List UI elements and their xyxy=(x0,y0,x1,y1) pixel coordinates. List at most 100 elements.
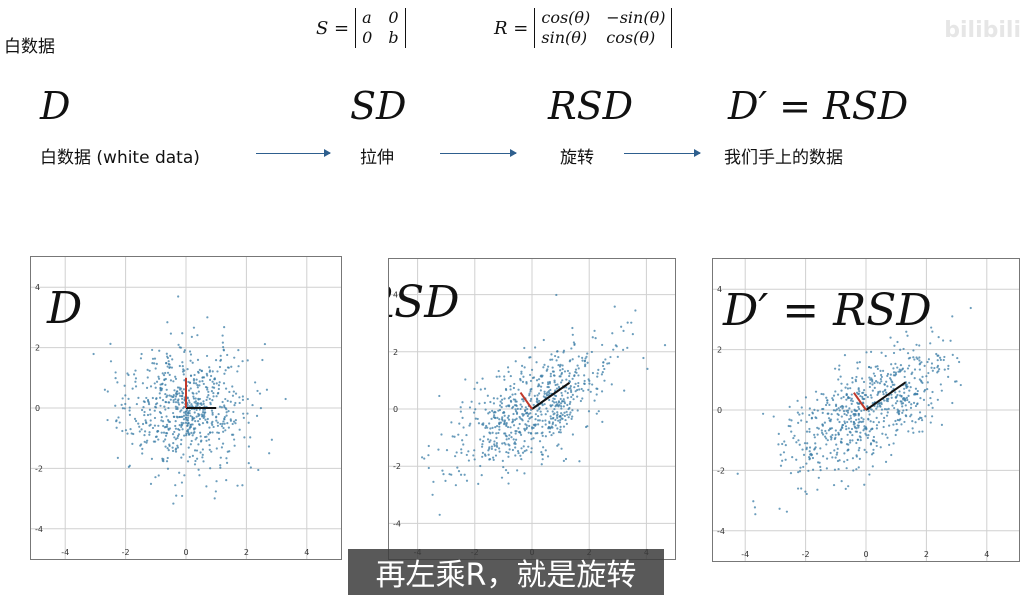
scatter-point xyxy=(539,389,542,392)
scatter-point xyxy=(879,446,882,449)
scatter-point xyxy=(177,428,180,431)
arrow-icon xyxy=(440,149,517,157)
scatter-point xyxy=(523,440,526,443)
scatter-point xyxy=(473,449,476,452)
scatter-point xyxy=(217,384,221,387)
scatter-point xyxy=(232,420,236,423)
scatter-point xyxy=(167,428,170,431)
scatter-point xyxy=(188,433,191,436)
scatter-point xyxy=(590,350,593,354)
scatter-point xyxy=(511,421,514,424)
scatter-point xyxy=(849,414,852,417)
scatter-point xyxy=(479,438,482,441)
scatter-point xyxy=(936,359,939,362)
scatter-point xyxy=(131,442,134,445)
scatter-point xyxy=(866,405,869,408)
scatter-point xyxy=(511,418,514,421)
scatter-point xyxy=(530,397,533,401)
scatter-point xyxy=(221,442,225,445)
scatter-point xyxy=(509,385,512,388)
scatter-point xyxy=(154,406,158,409)
scatter-point xyxy=(888,424,891,427)
scatter-point xyxy=(172,380,175,383)
scatter-point xyxy=(551,426,554,429)
scatter-point xyxy=(512,438,515,441)
scatter-point xyxy=(901,405,904,408)
scatter-point xyxy=(172,502,175,505)
scatter-point xyxy=(519,403,522,406)
scatter-point xyxy=(172,400,175,404)
scatter-point xyxy=(534,432,537,435)
scatter-point xyxy=(901,411,904,414)
scatter-point xyxy=(956,356,959,360)
scatter-point xyxy=(503,419,506,422)
scatter-point xyxy=(195,378,198,381)
scatter-point xyxy=(537,408,541,411)
scatter-point xyxy=(574,382,577,385)
scatter-point xyxy=(504,469,508,472)
scatter-point xyxy=(215,447,218,450)
scatter-point xyxy=(550,353,553,356)
scatter-point xyxy=(474,408,477,411)
scatter-point xyxy=(489,400,492,404)
scatter-point xyxy=(843,412,846,416)
scatter-point xyxy=(878,382,882,385)
scatter-point xyxy=(836,447,839,450)
scatter-point xyxy=(520,447,523,450)
scatter-point xyxy=(581,356,584,360)
scatter-point xyxy=(165,423,169,426)
scatter-point xyxy=(890,363,893,366)
scatter-point xyxy=(174,427,178,430)
scatter-point xyxy=(525,381,528,384)
scatter-point xyxy=(906,367,910,370)
step-label-our-data: 我们手上的数据 xyxy=(724,148,843,168)
scatter-point xyxy=(149,423,152,426)
scatter-point xyxy=(219,354,222,357)
scatter-point xyxy=(949,339,952,342)
scatter-point xyxy=(233,356,236,359)
scatter-point xyxy=(143,410,146,414)
scatter-point xyxy=(927,358,930,361)
scatter-point xyxy=(138,430,141,433)
scatter-point xyxy=(878,402,881,405)
scatter-point xyxy=(166,371,170,374)
scatter-point xyxy=(188,427,191,430)
scatter-point xyxy=(224,429,227,432)
scatter-point xyxy=(609,355,612,359)
scatter-point xyxy=(507,418,511,421)
scatter-point xyxy=(137,422,140,425)
scatter-point xyxy=(570,347,573,350)
scatter-point xyxy=(850,397,853,400)
scatter-point xyxy=(195,392,198,395)
scatter-point xyxy=(837,378,840,381)
scatter-point xyxy=(498,447,501,450)
scatter-point xyxy=(840,480,843,483)
scatter-point xyxy=(905,396,909,400)
scatter-point xyxy=(577,355,580,358)
scatter-point xyxy=(854,412,857,416)
scatter-point xyxy=(566,413,569,416)
scatter-point xyxy=(843,460,846,463)
scatter-point xyxy=(845,467,848,470)
matrix-s: a 0 0 b xyxy=(355,8,406,48)
scatter-point xyxy=(862,380,866,384)
scatter-point xyxy=(896,393,899,397)
y-tick-label: 4 xyxy=(35,283,40,292)
scatter-point xyxy=(178,392,181,395)
scatter-point xyxy=(506,366,510,369)
scatter-point xyxy=(230,365,233,368)
scatter-point xyxy=(509,395,512,398)
scatter-point xyxy=(164,438,167,441)
scatter-point xyxy=(184,410,188,413)
scatter-point xyxy=(148,433,151,436)
scatter-point xyxy=(168,420,172,424)
scatter-point xyxy=(559,381,563,384)
scatter-point xyxy=(202,460,205,463)
scatter-point xyxy=(601,420,604,423)
scatter-point xyxy=(561,413,564,416)
scatter-point xyxy=(905,415,908,418)
scatter-point xyxy=(541,419,544,422)
scatter-point xyxy=(182,373,185,376)
scatter-point xyxy=(234,401,237,405)
scatter-point xyxy=(155,362,158,365)
